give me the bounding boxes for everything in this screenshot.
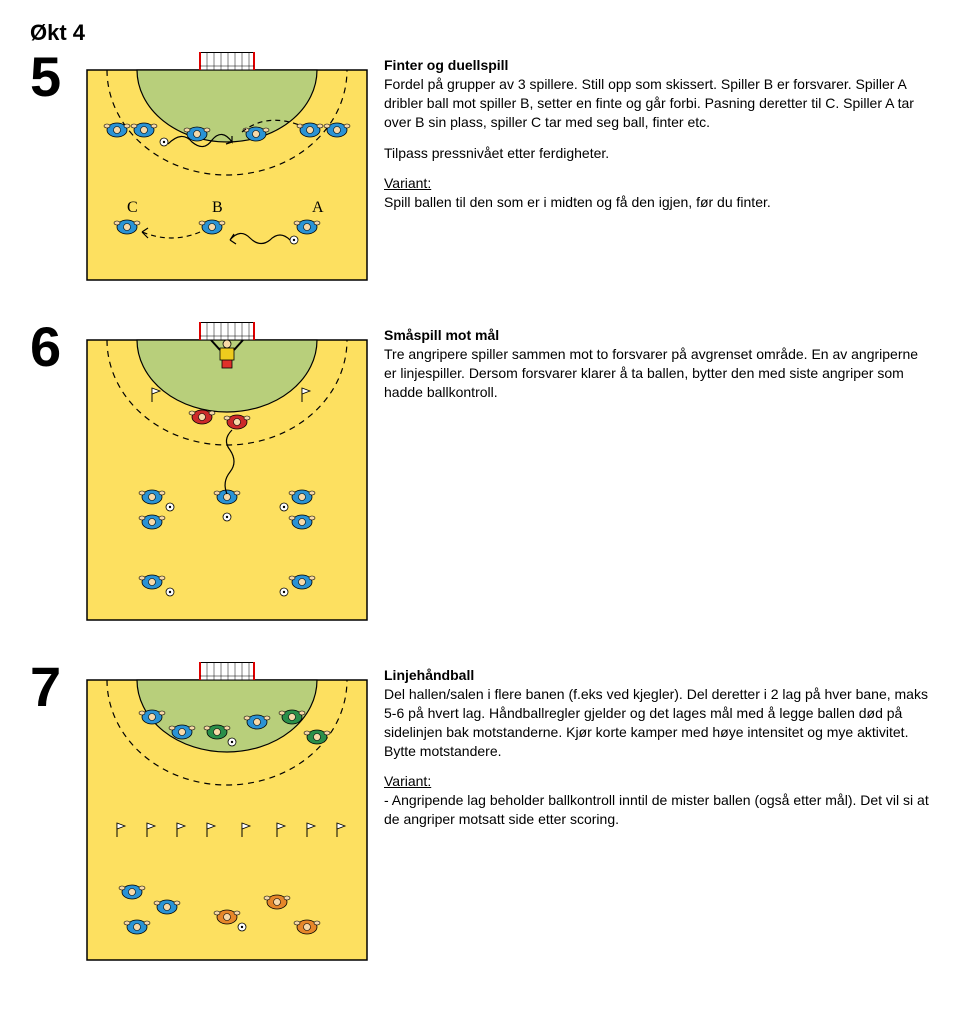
exercise-body: Tre angripere spiller sammen mot to fors… (384, 346, 918, 400)
exercise-number: 6 (30, 322, 70, 372)
diagram-5: C B A (82, 52, 372, 282)
exercise-extra: Tilpass pressnivået etter ferdigheter. (384, 144, 930, 163)
variant-label: Variant: (384, 773, 431, 789)
diagram-7 (82, 662, 372, 962)
diagram-6 (82, 322, 372, 622)
description-7: Linjehåndball Del hallen/salen i flere b… (384, 662, 930, 841)
exercise-7: 7 (30, 662, 930, 962)
exercise-number: 7 (30, 662, 70, 712)
exercise-6: 6 (30, 322, 930, 622)
label-c: C (127, 199, 138, 216)
description-6: Småspill mot mål Tre angripere spiller s… (384, 322, 930, 414)
label-b: B (212, 199, 223, 216)
exercise-title: Finter og duellspill (384, 57, 508, 73)
exercise-body: Fordel på grupper av 3 spillere. Still o… (384, 76, 914, 130)
exercise-5: 5 (30, 52, 930, 282)
description-5: Finter og duellspill Fordel på grupper a… (384, 52, 930, 224)
variant-body: Spill ballen til den som er i midten og … (384, 194, 771, 210)
exercise-title: Småspill mot mål (384, 327, 499, 343)
exercise-number: 5 (30, 52, 70, 102)
exercise-title: Linjehåndball (384, 667, 474, 683)
variant-body: - Angripende lag beholder ballkontroll i… (384, 792, 929, 827)
label-a: A (312, 199, 324, 216)
exercise-body: Del hallen/salen i flere banen (f.eks ve… (384, 686, 928, 759)
variant-label: Variant: (384, 175, 431, 191)
page-title: Økt 4 (30, 20, 930, 46)
